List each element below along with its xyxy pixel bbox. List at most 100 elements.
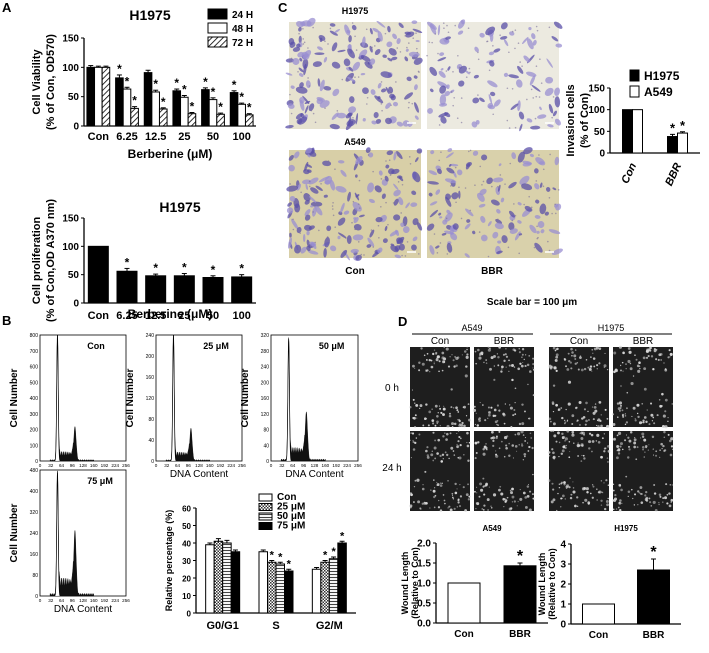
legend-label: 24 H: [232, 10, 253, 21]
y-axis-label: Relative percentage (%): [164, 510, 174, 612]
x-tick-label: G0/G1: [206, 620, 238, 632]
y-tick-label: 160: [30, 552, 39, 558]
legend-label: H1975: [644, 69, 680, 83]
legend-swatch: [207, 8, 228, 20]
x-tick-label: 6.25: [116, 310, 137, 322]
legend-swatch: [207, 36, 228, 48]
x-tick-label: 25: [178, 310, 190, 322]
x-tick-label: 256: [122, 463, 130, 468]
significance-star: *: [132, 94, 137, 108]
significance-star: *: [182, 82, 187, 96]
bar: [637, 569, 670, 625]
wound-image: [548, 346, 610, 429]
x-axis-label: DNA Content: [54, 604, 113, 615]
bar: [180, 96, 189, 127]
x-tick-label: 50: [207, 310, 219, 322]
y-tick-label: 600: [30, 365, 39, 371]
bar: [229, 92, 239, 127]
bar: [158, 108, 168, 127]
y-tick-label: 50: [182, 522, 191, 531]
x-tick-label: 50: [207, 131, 219, 143]
col-label: Con: [570, 336, 588, 347]
legend-swatch: [258, 522, 273, 530]
x-tick-label: 25: [178, 131, 190, 143]
significance-star: *: [153, 77, 158, 91]
x-tick-label: 32: [48, 463, 54, 468]
bar: [503, 565, 537, 624]
bar: [145, 275, 167, 304]
y-axis-label: Cell Number: [9, 368, 20, 427]
x-tick-label: 192: [332, 463, 340, 468]
bar: [151, 91, 160, 127]
bar: [311, 568, 322, 614]
col-label: Con: [431, 336, 449, 347]
bar: [231, 276, 253, 304]
significance-star: *: [287, 558, 292, 570]
bar: [237, 103, 246, 127]
x-tick-label: 32: [48, 598, 54, 603]
x-tick-label: Con: [88, 310, 110, 322]
y-axis-label: Cell Number: [125, 368, 136, 427]
bar: [202, 277, 224, 304]
x-tick-label: 224: [343, 463, 351, 468]
x-tick-label: 224: [111, 463, 119, 468]
y-tick-label: 240: [261, 365, 270, 371]
x-tick-label: 128: [79, 463, 87, 468]
significance-star: *: [190, 100, 195, 114]
g1-peak: [170, 334, 177, 462]
y-tick-label: 1.0: [417, 579, 431, 590]
y-tick-label: 800: [30, 333, 39, 339]
x-tick-label: 96: [186, 463, 192, 468]
x-tick-label: Con: [619, 161, 639, 186]
bar: [143, 72, 153, 127]
y-tick-label: 30: [182, 557, 191, 566]
y-tick-label: 0: [73, 122, 79, 133]
bar: [201, 89, 210, 127]
significance-star: *: [340, 530, 345, 542]
y-tick-label: 60: [182, 505, 191, 514]
bar: [115, 77, 124, 127]
x-tick-label: Con: [454, 629, 473, 640]
histogram-label: 25 μM: [203, 341, 229, 351]
y-tick-label: 80: [148, 417, 154, 423]
y-tick-label: 1: [560, 600, 566, 611]
x-tick-label: 128: [195, 463, 203, 468]
legend-label: A549: [644, 85, 673, 99]
y-tick-label: 4: [560, 540, 566, 551]
y-tick-label: 0: [599, 149, 605, 160]
y-tick-label: 150: [62, 214, 79, 225]
y-tick-label: 240: [146, 333, 155, 339]
x-tick-label: 128: [311, 463, 319, 468]
wound-image: [472, 346, 535, 428]
significance-star: *: [278, 551, 283, 563]
g1-peak: [54, 334, 61, 462]
significance-star: *: [670, 120, 676, 135]
wound-image: [409, 346, 472, 428]
bar: [244, 114, 254, 127]
chart-title: H1975: [129, 7, 170, 23]
y-tick-label: 0: [35, 594, 38, 600]
histogram-label: 75 μM: [87, 476, 113, 486]
micrograph: [426, 147, 563, 258]
x-tick-label: 0: [39, 598, 42, 603]
row-label-a549: A549: [344, 137, 366, 147]
significance-star: *: [232, 78, 237, 92]
bar: [328, 558, 339, 614]
x-axis-label: DNA Content: [285, 469, 344, 480]
significance-star: *: [153, 261, 158, 275]
x-tick-label: 6.25: [116, 131, 137, 143]
legend-swatch: [629, 85, 640, 98]
y-axis-label: Cell Viability: [31, 49, 43, 115]
significance-star: *: [218, 100, 223, 114]
legend-swatch: [629, 69, 640, 82]
x-tick-label: Con: [589, 630, 608, 641]
x-tick-label: 256: [238, 463, 246, 468]
significance-star: *: [174, 76, 179, 90]
legend-label: Con: [277, 492, 296, 503]
bar: [122, 88, 132, 127]
x-tick-label: 160: [322, 463, 330, 468]
y-tick-label: 400: [30, 396, 39, 402]
